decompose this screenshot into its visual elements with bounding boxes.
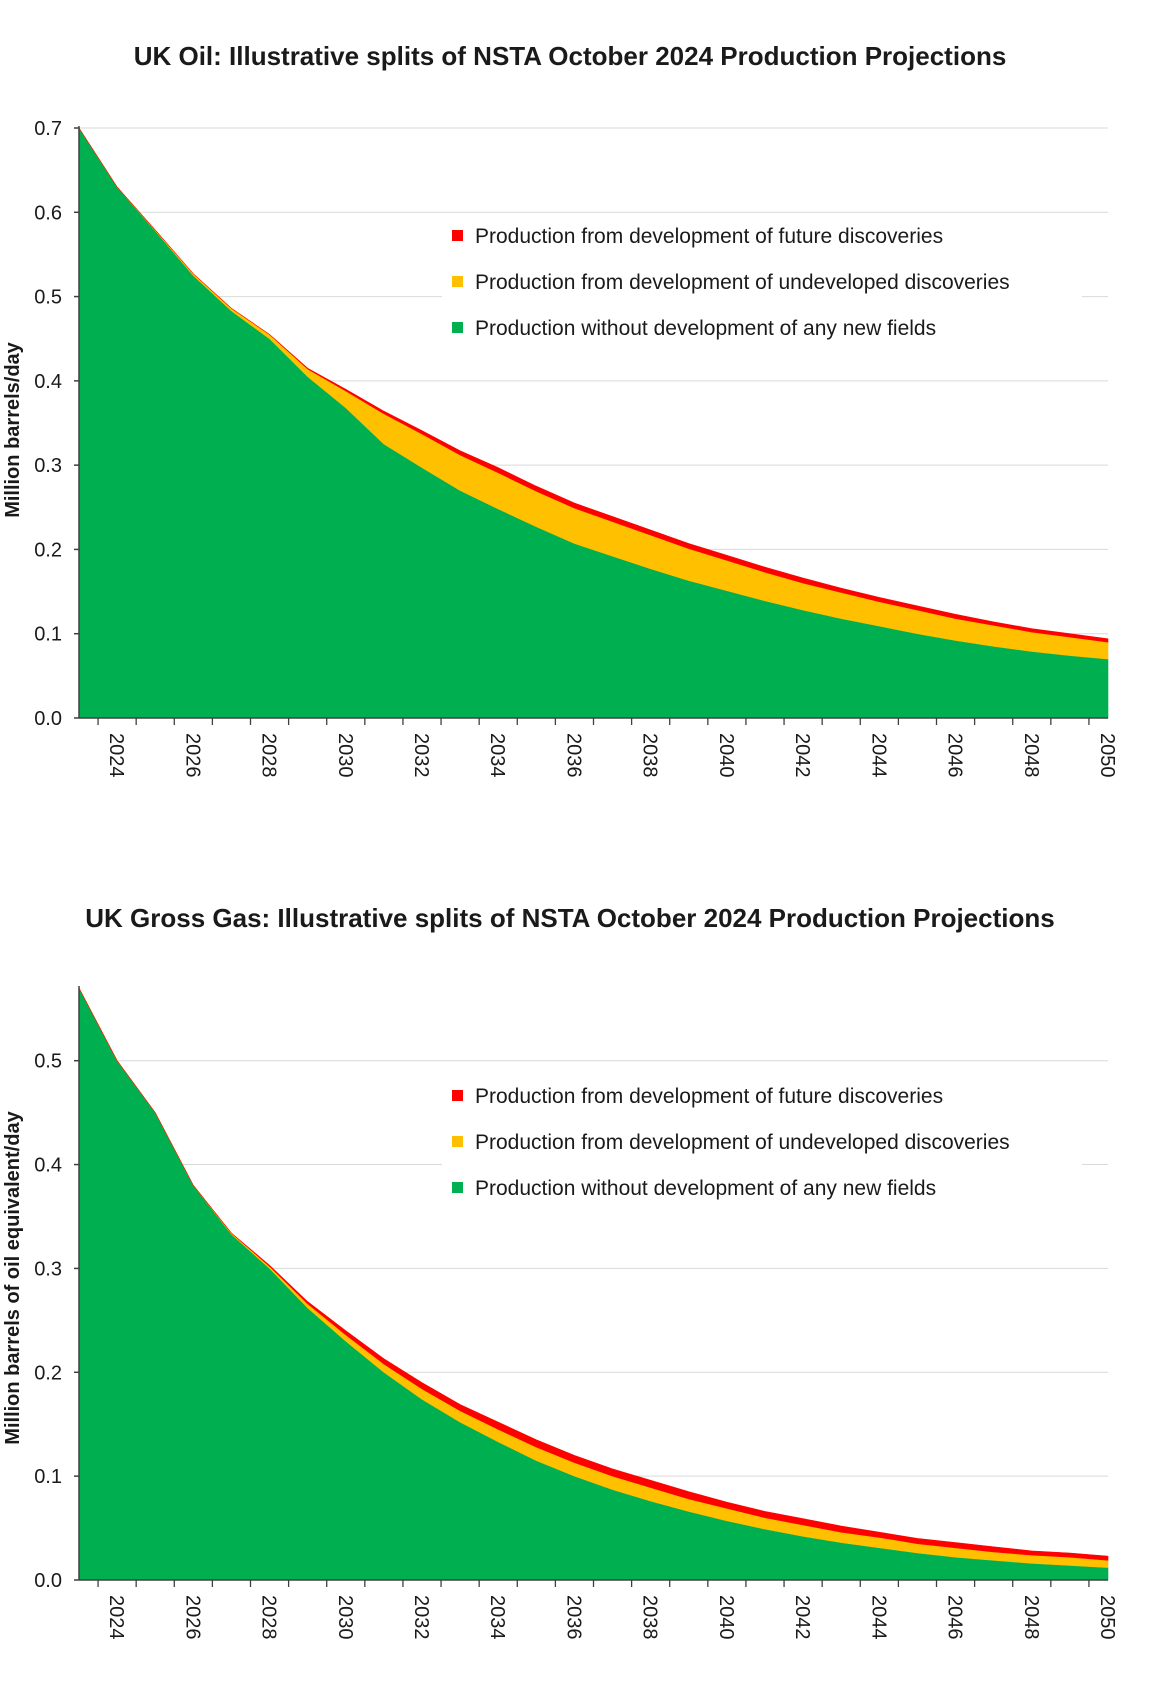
gas-x-tick-label: 2046 bbox=[944, 1595, 966, 1640]
gas-x-tick-label: 2036 bbox=[562, 1595, 584, 1640]
gas-legend-swatch bbox=[452, 1090, 463, 1101]
gas-x-tick-label: 2030 bbox=[334, 1595, 356, 1640]
gas-chart: UK Gross Gas: Illustrative splits of NST… bbox=[2, 903, 1118, 1640]
oil-x-tick-label: 2044 bbox=[867, 733, 889, 778]
gas-legend-swatch bbox=[452, 1182, 463, 1193]
oil-x-tick-label: 2028 bbox=[258, 733, 280, 778]
oil-y-tick-label: 0.7 bbox=[34, 118, 62, 140]
gas-x-tick-label: 2026 bbox=[181, 1595, 203, 1640]
oil-y-axis-label: Million barrels/day bbox=[2, 341, 24, 517]
oil-legend-item-existing-fields: Production without development of any ne… bbox=[452, 317, 936, 340]
gas-x-tick-label: 2042 bbox=[791, 1595, 813, 1640]
gas-y-tick-label: 0.1 bbox=[34, 1466, 62, 1488]
oil-legend-swatch bbox=[452, 230, 463, 241]
oil-x-tick-label: 2026 bbox=[181, 733, 203, 778]
gas-legend: Production from development of future di… bbox=[442, 1075, 1082, 1219]
gas-x-tick-label: 2044 bbox=[867, 1595, 889, 1640]
gas-legend-label: Production from development of future di… bbox=[475, 1085, 943, 1108]
oil-legend-swatch bbox=[452, 322, 463, 333]
oil-x-tick-label: 2050 bbox=[1096, 733, 1118, 778]
gas-legend-item-future-discoveries: Production from development of future di… bbox=[452, 1085, 943, 1108]
oil-legend-label: Production from development of future di… bbox=[475, 225, 943, 248]
oil-legend-label: Production from development of undevelop… bbox=[475, 271, 1010, 294]
oil-x-tick-label: 2046 bbox=[944, 733, 966, 778]
oil-x-tick-label: 2038 bbox=[639, 733, 661, 778]
oil-x-tick-label: 2034 bbox=[486, 733, 508, 778]
oil-legend-background bbox=[442, 215, 1082, 359]
oil-x-tick-label: 2030 bbox=[334, 733, 356, 778]
gas-legend-swatch bbox=[452, 1136, 463, 1147]
oil-x-tick-label: 2040 bbox=[715, 733, 737, 778]
oil-legend: Production from development of future di… bbox=[442, 215, 1082, 359]
gas-x-ticks: 2024 2026 2028 2030 2032 2034 2036 2038 2040 2042… bbox=[97, 1580, 1118, 1640]
gas-x-tick-label: 2040 bbox=[715, 1595, 737, 1640]
gas-y-tick-label: 0.0 bbox=[34, 1570, 62, 1592]
gas-x-tick-label: 2028 bbox=[258, 1595, 280, 1640]
oil-x-tick-label: 2036 bbox=[562, 733, 584, 778]
oil-x-tick-label: 2042 bbox=[791, 733, 813, 778]
oil-area-future-discoveries bbox=[78, 127, 1109, 643]
gas-x-tick-label: 2048 bbox=[1020, 1595, 1042, 1640]
oil-y-tick-label: 0.0 bbox=[34, 708, 62, 730]
oil-legend-item-future-discoveries: Production from development of future di… bbox=[452, 225, 943, 248]
gas-legend-background bbox=[442, 1075, 1082, 1219]
oil-y-tick-label: 0.2 bbox=[34, 539, 62, 561]
gas-legend-item-undeveloped-discoveries: Production from development of undevelop… bbox=[452, 1131, 1010, 1154]
oil-chart: UK Oil: Illustrative splits of NSTA Octo… bbox=[2, 41, 1118, 778]
gas-y-ticks: 0.0 0.1 0.2 0.3 0.4 0.5 bbox=[34, 1051, 79, 1592]
oil-x-tick-label: 2048 bbox=[1020, 733, 1042, 778]
gas-x-tick-label: 2050 bbox=[1096, 1595, 1118, 1640]
oil-y-tick-label: 0.4 bbox=[34, 371, 62, 393]
gas-legend-label: Production without development of any ne… bbox=[475, 1177, 936, 1200]
oil-legend-label: Production without development of any ne… bbox=[475, 317, 936, 340]
gas-y-tick-label: 0.2 bbox=[34, 1362, 62, 1384]
oil-x-tick-label: 2032 bbox=[410, 733, 432, 778]
oil-x-tick-label: 2024 bbox=[105, 733, 127, 778]
oil-chart-title: UK Oil: Illustrative splits of NSTA Octo… bbox=[134, 41, 1007, 71]
gas-y-tick-label: 0.4 bbox=[34, 1155, 62, 1177]
gas-chart-title: UK Gross Gas: Illustrative splits of NST… bbox=[85, 903, 1054, 933]
gas-area-future-discoveries bbox=[78, 987, 1109, 1561]
oil-legend-swatch bbox=[452, 276, 463, 287]
gas-x-tick-label: 2034 bbox=[486, 1595, 508, 1640]
oil-y-tick-label: 0.3 bbox=[34, 455, 62, 477]
gas-x-tick-label: 2038 bbox=[639, 1595, 661, 1640]
oil-legend-item-undeveloped-discoveries: Production from development of undevelop… bbox=[452, 271, 1010, 294]
gas-legend-item-existing-fields: Production without development of any ne… bbox=[452, 1177, 936, 1200]
gas-x-tick-label: 2032 bbox=[410, 1595, 432, 1640]
oil-y-tick-label: 0.5 bbox=[34, 287, 62, 309]
gas-y-tick-label: 0.5 bbox=[34, 1051, 62, 1073]
oil-y-tick-label: 0.1 bbox=[34, 624, 62, 646]
oil-y-tick-label: 0.6 bbox=[34, 202, 62, 224]
gas-x-tick-label: 2024 bbox=[105, 1595, 127, 1640]
oil-y-ticks: 0.0 0.1 0.2 0.3 0.4 0.5 0.6 0.7 bbox=[34, 118, 79, 730]
gas-legend-label: Production from development of undevelop… bbox=[475, 1131, 1010, 1154]
gas-y-axis-label: Million barrels of oil equivalent/day bbox=[2, 1110, 24, 1444]
oil-x-ticks: 2024 2026 2028 2030 2032 2034 2036 2038 2040 2042… bbox=[97, 718, 1118, 778]
gas-y-tick-label: 0.3 bbox=[34, 1258, 62, 1280]
